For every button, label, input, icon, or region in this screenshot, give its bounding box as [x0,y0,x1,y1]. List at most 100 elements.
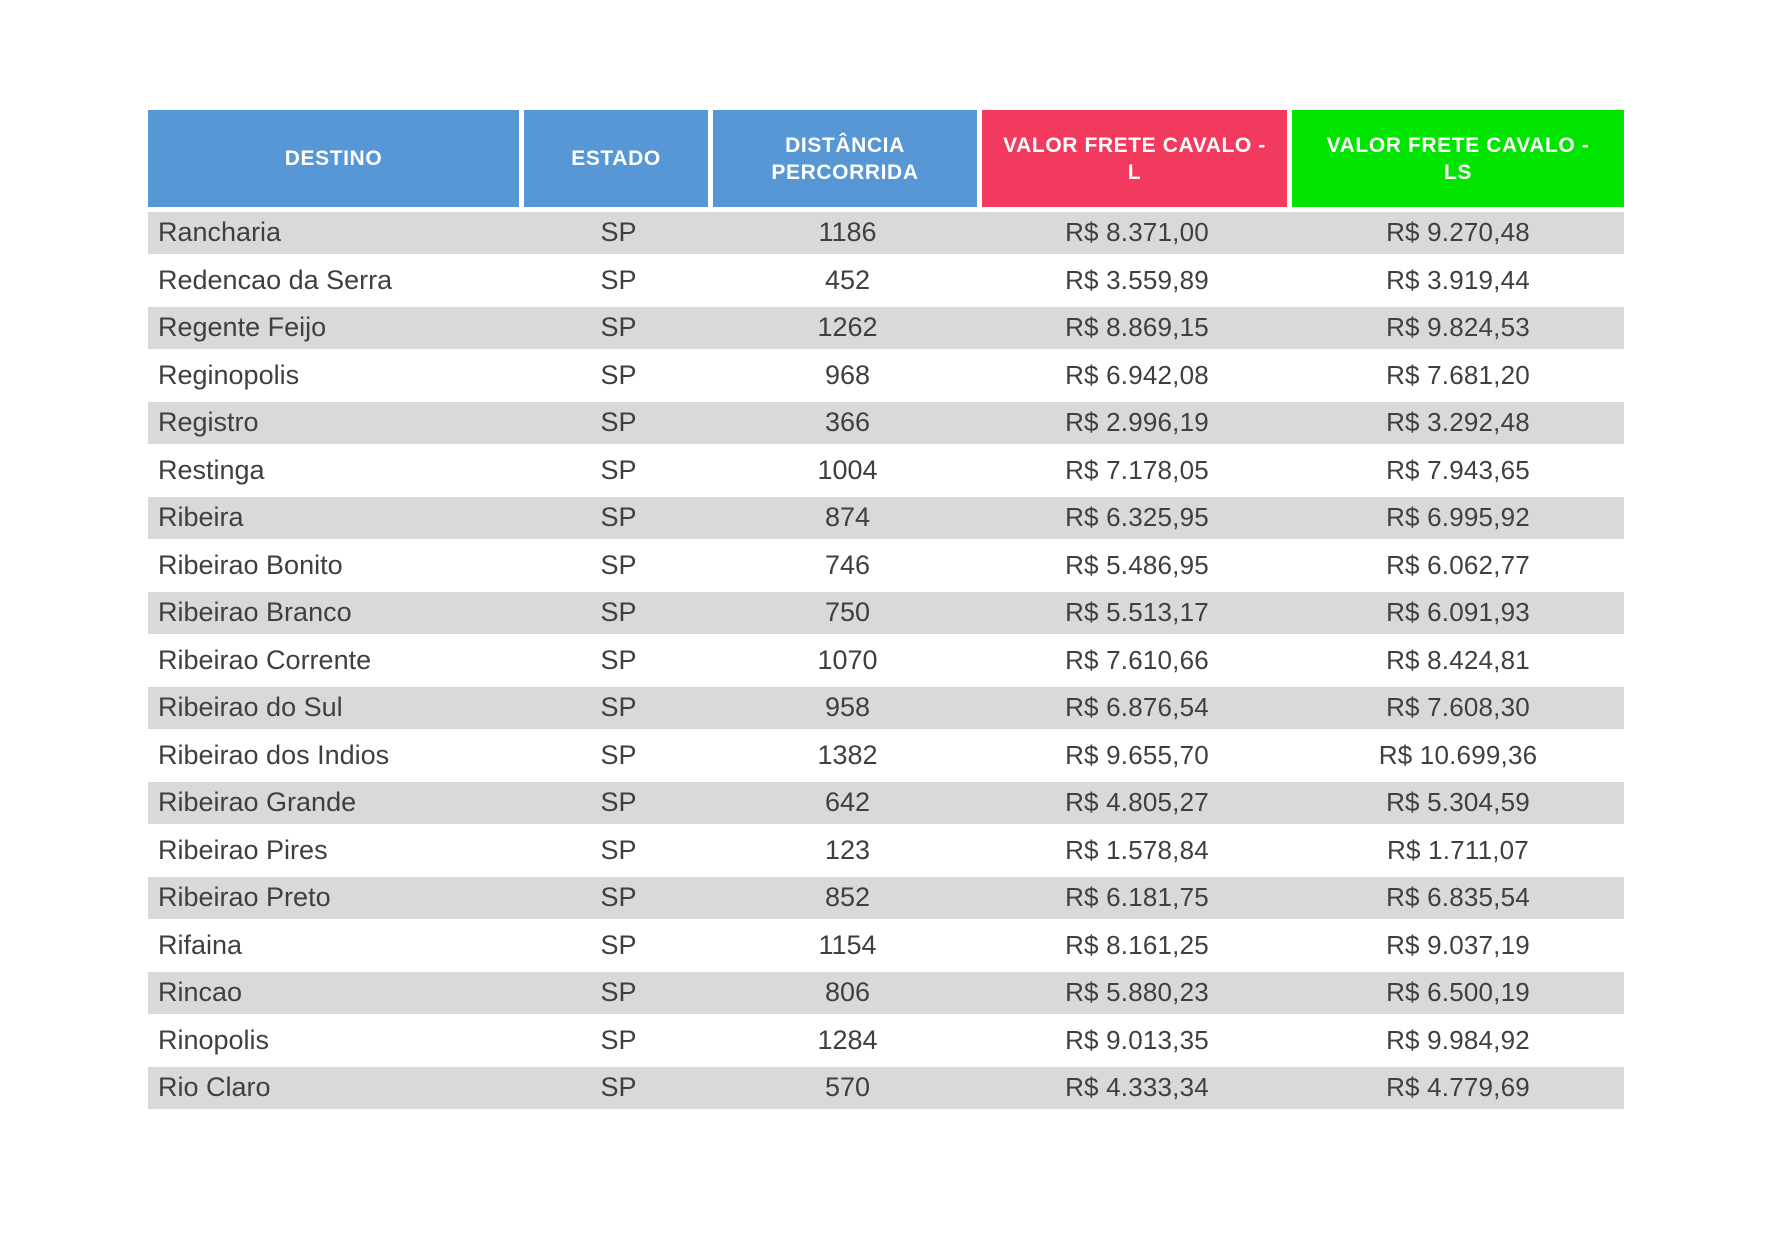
estado-cell: SP [600,644,637,675]
distancia-cell: 968 [824,359,871,390]
estado-cell: SP [600,217,637,247]
distancia-cell: 958 [824,692,871,722]
estado-cell: SP [600,1024,637,1055]
table-row: Rio Claro SP 570 R$ 4.333,34 R$ 4.779,69 [148,1067,1624,1109]
destino-cell: Ribeirao Corrente [158,644,372,675]
header-distancia-percorrida: DISTÂNCIA PERCORRIDA [713,110,982,207]
distancia-cell: 123 [824,834,871,865]
valor-frete-l-cell: R$ 5.880,23 [1065,977,1209,1007]
distancia-cell: 366 [824,407,871,437]
valor-frete-l-cell: R$ 5.513,17 [1065,597,1209,627]
estado-cell: SP [600,549,637,580]
destino-cell: Ribeirao Pires [158,834,328,865]
valor-frete-l-cell: R$ 1.578,84 [1065,834,1209,865]
destino-cell: Ribeirao Bonito [158,549,343,580]
estado-cell: SP [600,502,637,532]
valor-frete-l-cell: R$ 7.178,05 [1065,454,1209,485]
valor-frete-ls-cell: R$ 8.424,81 [1386,644,1530,675]
valor-frete-ls-cell: R$ 6.500,19 [1386,977,1530,1007]
distancia-cell: 1004 [817,454,878,485]
table-row: Ribeirao do Sul SP 958 R$ 6.876,54 R$ 7.608,… [148,687,1624,729]
destino-cell: Redencao da Serra [158,264,393,295]
valor-frete-ls-cell: R$ 9.984,92 [1386,1024,1530,1055]
valor-frete-ls-cell: R$ 3.292,48 [1386,407,1530,437]
distancia-cell: 852 [824,882,871,912]
table-row: Regente Feijo SP 1262 R$ 8.869,15 R$ 9.824,5… [148,307,1624,349]
destino-cell: Registro [158,407,259,437]
destino-cell: Ribeira [158,502,244,532]
valor-frete-ls-cell: R$ 4.779,69 [1386,1072,1530,1102]
valor-frete-ls-cell: R$ 1.711,07 [1387,834,1529,865]
distancia-cell: 1186 [818,217,877,247]
header-valor-frete-cavalo-l: VALOR FRETE CAVALO - L [982,110,1292,207]
estado-cell: SP [600,882,637,912]
table-row: Rifaina SP 1154 R$ 8.161,25 R$ 9.037,19 [148,924,1624,966]
estado-cell: SP [600,834,637,865]
table-header-row: DESTINO ESTADO DISTÂNCIA PERCORRIDA VALO… [148,110,1624,207]
estado-cell: SP [600,312,637,342]
valor-frete-ls-cell: R$ 6.091,93 [1386,597,1530,627]
table-row: Ribeirao Corrente SP 1070 R$ 7.610,66 R$ 8.4… [148,639,1624,681]
valor-frete-ls-cell: R$ 7.681,20 [1386,359,1530,390]
table-row: Registro SP 366 R$ 2.996,19 R$ 3.292,48 [148,402,1624,444]
header-valor-frete-cavalo-ls: VALOR FRETE CAVALO - LS [1292,110,1624,207]
valor-frete-l-cell: R$ 2.996,19 [1065,407,1209,437]
table-row: Ribeirao dos Indios SP 1382 R$ 9.655,70 R$ 1… [148,734,1624,776]
destino-cell: Rancharia [158,217,282,247]
estado-cell: SP [600,787,637,817]
valor-frete-l-cell: R$ 8.161,25 [1065,929,1209,960]
table-row: Reginopolis SP 968 R$ 6.942,08 R$ 7.681,20 [148,354,1624,396]
distancia-cell: 874 [824,502,871,532]
valor-frete-l-cell: R$ 6.181,75 [1065,882,1209,912]
valor-frete-ls-cell: R$ 6.062,77 [1386,549,1530,580]
estado-cell: SP [600,977,637,1007]
estado-cell: SP [600,454,637,485]
valor-frete-ls-cell: R$ 10.699,36 [1378,739,1538,770]
distancia-cell: 570 [824,1072,871,1102]
valor-frete-ls-cell: R$ 7.943,65 [1386,454,1530,485]
distancia-cell: 1070 [817,644,878,675]
destino-cell: Rifaina [158,929,243,960]
table-row: Rinopolis SP 1284 R$ 9.013,35 R$ 9.984,92 [148,1019,1624,1061]
estado-cell: SP [600,407,637,437]
destino-cell: Ribeirao do Sul [158,692,343,722]
valor-frete-l-cell: R$ 6.942,08 [1065,359,1209,390]
table-row: Ribeirao Bonito SP 746 R$ 5.486,95 R$ 6.062,… [148,544,1624,586]
header-destino: DESTINO [148,110,524,207]
valor-frete-l-cell: R$ 4.805,27 [1065,787,1209,817]
distancia-cell: 1262 [817,312,878,342]
valor-frete-ls-cell: R$ 6.835,54 [1386,882,1530,912]
estado-cell: SP [600,264,637,295]
valor-frete-l-cell: R$ 8.869,15 [1065,312,1209,342]
valor-frete-l-cell: R$ 7.610,66 [1065,644,1209,675]
table-row: Ribeira SP 874 R$ 6.325,95 R$ 6.995,92 [148,497,1624,539]
table-row: Ribeirao Preto SP 852 R$ 6.181,75 R$ 6.835,5… [148,877,1624,919]
distancia-cell: 1284 [817,1024,878,1055]
freight-price-table: DESTINO ESTADO DISTÂNCIA PERCORRIDA VALO… [148,110,1624,1115]
header-estado: ESTADO [524,110,713,207]
destino-cell: Ribeirao Branco [158,597,352,627]
distancia-cell: 746 [824,549,871,580]
destino-cell: Restinga [158,454,265,485]
estado-cell: SP [600,597,637,627]
estado-cell: SP [600,929,637,960]
table-row: Rancharia SP 1186 R$ 8.371,00 R$ 9.270,48 [148,212,1624,254]
distancia-cell: 452 [824,264,871,295]
distancia-cell: 750 [824,597,871,627]
valor-frete-ls-cell: R$ 3.919,44 [1386,264,1530,295]
table-row: Rincao SP 806 R$ 5.880,23 R$ 6.500,19 [148,972,1624,1014]
valor-frete-ls-cell: R$ 6.995,92 [1386,502,1530,532]
table-row: Redencao da Serra SP 452 R$ 3.559,89 R$ 3.91… [148,259,1624,301]
destino-cell: Ribeirao Grande [158,787,357,817]
destino-cell: Ribeirao dos Indios [158,739,390,770]
valor-frete-l-cell: R$ 5.486,95 [1065,549,1209,580]
table-row: Restinga SP 1004 R$ 7.178,05 R$ 7.943,65 [148,449,1624,491]
valor-frete-l-cell: R$ 3.559,89 [1065,264,1209,295]
valor-frete-l-cell: R$ 6.876,54 [1065,692,1209,722]
distancia-cell: 806 [824,977,871,1007]
estado-cell: SP [600,739,637,770]
estado-cell: SP [600,359,637,390]
table-row: Ribeirao Pires SP 123 R$ 1.578,84 R$ 1.711,0… [148,829,1624,871]
valor-frete-l-cell: R$ 9.655,70 [1065,739,1209,770]
